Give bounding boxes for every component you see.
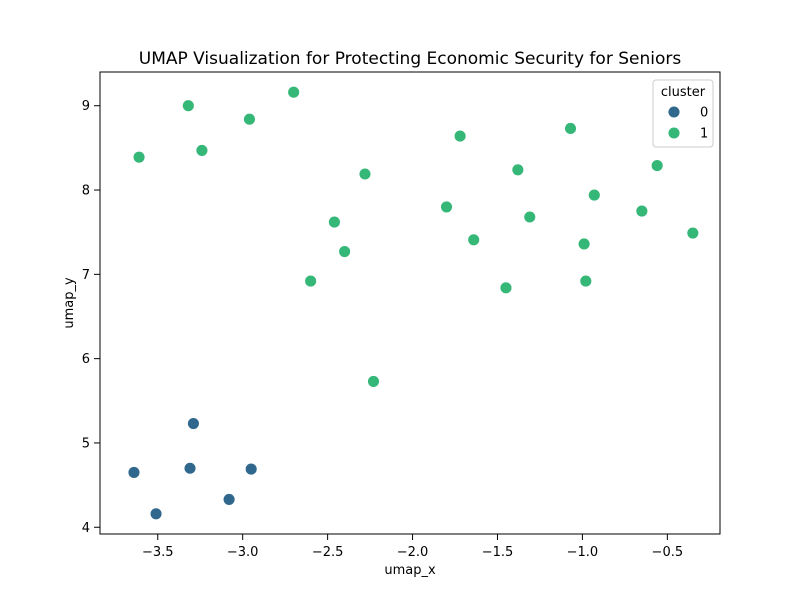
x-tick-label: −1.0 (567, 545, 599, 560)
data-point-cluster-1 (440, 200, 453, 214)
plot-frame (99, 71, 721, 535)
x-tick-label: −2.0 (397, 545, 429, 560)
data-point-cluster-1 (564, 122, 577, 135)
data-point-cluster-1 (287, 85, 301, 99)
y-tick-label: 4 (82, 521, 90, 536)
x-tick-label: −3.0 (227, 545, 259, 560)
data-point-cluster-0 (244, 462, 258, 476)
data-point-cluster-1 (686, 226, 700, 240)
data-point-cluster-1 (635, 204, 649, 218)
x-tick-label: −1.5 (482, 545, 514, 560)
data-point-cluster-0 (183, 461, 197, 475)
x-axis-label: umap_x (384, 563, 436, 578)
chart-title: UMAP Visualization for Protecting Econom… (139, 49, 682, 69)
data-point-cluster-0 (149, 507, 163, 521)
data-point-cluster-1 (132, 150, 146, 164)
data-point-cluster-1 (577, 237, 591, 251)
data-point-cluster-1 (579, 274, 593, 288)
data-point-cluster-1 (195, 143, 209, 157)
x-tick-label: −0.5 (652, 545, 684, 560)
y-tick-label: 6 (82, 352, 90, 367)
legend: cluster 01 (652, 79, 714, 148)
y-tick-label: 5 (82, 436, 90, 451)
data-point-cluster-1 (511, 163, 525, 177)
data-point-cluster-0 (127, 466, 141, 479)
y-tick-label: 9 (82, 99, 90, 114)
data-point-cluster-1 (453, 129, 467, 143)
data-point-cluster-1 (358, 167, 372, 181)
y-tick-label: 8 (82, 184, 90, 199)
data-point-cluster-0 (222, 492, 236, 506)
data-point-cluster-1 (367, 374, 380, 388)
data-point-cluster-1 (181, 99, 195, 113)
x-tick-label: −3.5 (142, 545, 174, 560)
data-point-cluster-1 (467, 233, 481, 247)
data-points (127, 85, 700, 521)
y-axis-label: umap_y (62, 277, 77, 329)
legend-entries: 01 (667, 105, 708, 142)
data-point-cluster-1 (338, 245, 352, 259)
legend-label: 0 (700, 106, 708, 121)
data-point-cluster-1 (327, 215, 341, 229)
data-point-cluster-1 (499, 281, 513, 295)
data-point-cluster-1 (523, 210, 537, 224)
legend-title: cluster (661, 85, 706, 100)
data-point-cluster-1 (650, 159, 664, 173)
y-tick-label: 7 (82, 268, 90, 283)
legend-marker (667, 126, 681, 140)
data-point-cluster-0 (186, 417, 200, 431)
data-point-cluster-1 (243, 112, 256, 126)
data-point-cluster-1 (587, 188, 601, 202)
x-tick-label: −2.5 (312, 545, 344, 560)
legend-label: 1 (700, 127, 708, 142)
y-axis-ticks: 4 5 6 7 8 9 (82, 99, 100, 536)
legend-box (652, 79, 714, 148)
legend-marker (667, 105, 681, 119)
x-axis-ticks: −3.5 −3.0 −2.5 −2.0 −1.5 −1.0 −0.5 (142, 534, 683, 560)
data-point-cluster-1 (304, 274, 318, 288)
